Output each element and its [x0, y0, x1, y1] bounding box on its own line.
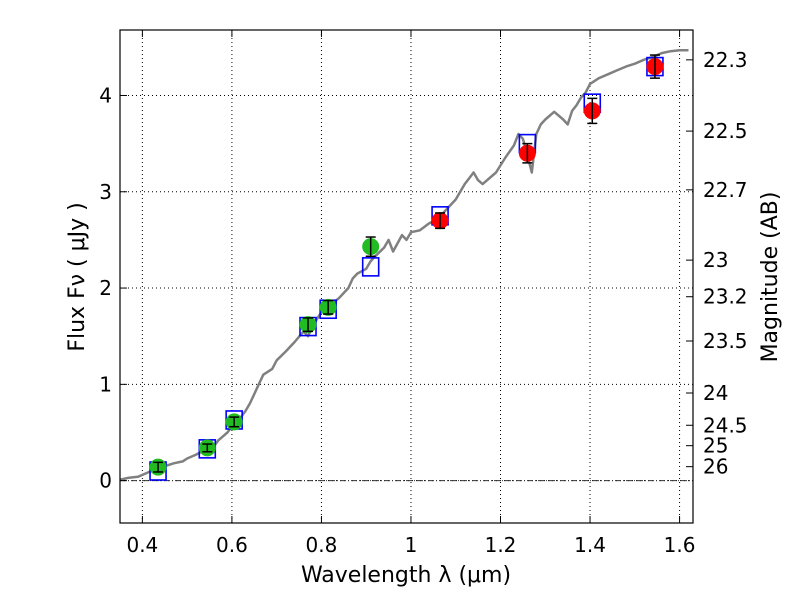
x-tick-label: 0.8	[306, 533, 338, 557]
y2-axis-label: Magnitude (AB)	[758, 192, 783, 363]
y2-tick-label: 24.5	[703, 413, 748, 437]
y2-tick-label: 23.5	[703, 329, 748, 353]
y-tick-label: 1	[99, 372, 112, 396]
y2-tick-label: 23.2	[703, 285, 748, 309]
y2-tick-label: 26	[703, 455, 728, 479]
data-point-layer	[149, 54, 664, 476]
y-tick-label: 3	[99, 180, 112, 204]
y2-tick-label: 25	[703, 434, 728, 458]
y-tick-label: 4	[99, 83, 112, 107]
x-tick-label: 1	[405, 533, 418, 557]
y2-tick-label: 24	[703, 381, 728, 405]
model-spectrum-line	[119, 48, 689, 481]
y2-tick-label: 23	[703, 248, 728, 272]
x-tick-label: 1.4	[574, 533, 606, 557]
x-tick-label: 1.2	[485, 533, 517, 557]
tick-labels: 0.4 0.6 0.8 1 1.2 1.4 1.60123422.322.522.72323…	[99, 48, 747, 557]
x-tick-label: 1.6	[664, 533, 696, 557]
y-tick-label: 0	[99, 469, 112, 493]
x-axis-label: Wavelength λ (μm)	[301, 563, 511, 588]
y2-tick-label: 22.5	[703, 119, 748, 143]
y-axis-label: Flux Fν ( μJy )	[65, 202, 90, 351]
x-tick-label: 0.4	[126, 533, 158, 557]
x-tick-label: 0.6	[216, 533, 248, 557]
y-tick-label: 2	[99, 276, 112, 300]
model-spectrum-layer	[119, 48, 689, 481]
model-box-marker	[361, 257, 380, 277]
y2-tick-label: 22.7	[703, 178, 748, 202]
y2-tick-label: 22.3	[703, 48, 748, 72]
plot-frame	[119, 29, 694, 524]
ticks	[120, 30, 693, 523]
